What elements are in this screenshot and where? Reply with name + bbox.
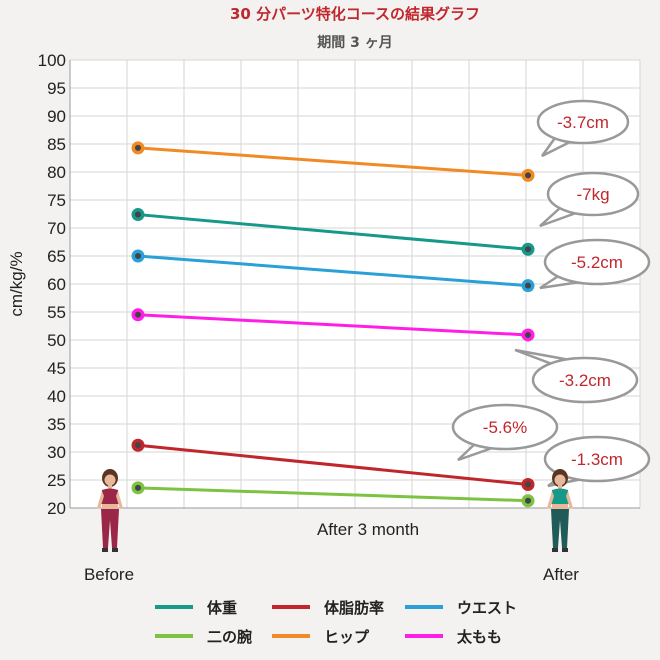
series-line <box>137 486 529 503</box>
series-line <box>137 213 529 251</box>
callout-ellipse <box>546 171 640 217</box>
y-tick-label: 40 <box>47 387 66 406</box>
y-tick-label: 35 <box>47 415 66 434</box>
callout-label: -7kg <box>576 185 609 204</box>
callout-ellipse <box>531 356 639 404</box>
data-point-center <box>525 282 531 289</box>
legend-item: 太もも <box>405 628 502 646</box>
neck <box>108 485 112 489</box>
shoe-left <box>102 548 108 552</box>
legend-item: 体重 <box>155 599 237 617</box>
woman-before-icon <box>97 469 123 552</box>
waist <box>102 504 118 509</box>
y-tick-label: 20 <box>47 499 66 518</box>
data-point-center <box>525 331 531 338</box>
y-tick-label: 55 <box>47 303 66 322</box>
shoe-left <box>552 548 558 552</box>
data-point-center <box>135 253 141 259</box>
y-tick-label: 90 <box>47 107 66 126</box>
callout-ellipse <box>536 99 630 145</box>
data-point-center <box>525 172 531 179</box>
y-tick-label: 100 <box>38 51 66 70</box>
callout-label: -1.3cm <box>571 450 623 469</box>
data-point-center <box>135 442 141 449</box>
legend-label: 体脂肪率 <box>324 599 384 617</box>
legend-item: 二の腕 <box>155 628 252 646</box>
y-tick-label: 65 <box>47 247 66 266</box>
shoe-right <box>562 548 568 552</box>
callout-bubble: -1.3cm <box>543 435 651 488</box>
legend-item: ウエスト <box>405 599 517 617</box>
legend-label: ウエスト <box>457 599 517 617</box>
callout-ellipse <box>543 435 651 483</box>
y-axis-ticks: 20 25 30 35 40 45 50 55 60 65 70 75 80 85 90 95 100 <box>38 51 66 518</box>
shoe-right <box>112 548 118 552</box>
data-point-center <box>135 144 141 151</box>
callout-bubble: -3.7cm <box>536 99 630 158</box>
y-tick-label: 95 <box>47 79 66 98</box>
y-axis-label: cm/kg/% <box>7 251 26 316</box>
callout-label: -3.7cm <box>557 113 609 132</box>
data-point-center <box>525 246 531 253</box>
data-point-center <box>135 211 141 218</box>
y-tick-label: 30 <box>47 443 66 462</box>
top <box>101 488 119 504</box>
data-point-center <box>135 484 141 491</box>
leggings <box>101 509 119 548</box>
chart-subtitle: 期間 3 ヶ月 <box>317 35 393 51</box>
chart-title: 30 分パーツ特化コースの結果グラフ <box>230 5 480 23</box>
y-tick-label: 60 <box>47 275 66 294</box>
y-tick-label: 75 <box>47 191 66 210</box>
data-point-center <box>135 311 141 318</box>
legend-item: 体脂肪率 <box>272 599 384 617</box>
woman-after-icon <box>547 469 573 552</box>
neck <box>558 485 562 489</box>
arm-left <box>547 491 554 509</box>
y-tick-label: 25 <box>47 471 66 490</box>
series-line <box>137 254 529 288</box>
callout-ellipse <box>543 238 651 286</box>
face <box>554 474 566 486</box>
arm-right <box>116 491 123 509</box>
series-line <box>137 443 529 486</box>
change-callouts: -7kg -5.6% -5.2cm -1.3cm -3.7cm -3.2cm <box>451 99 651 488</box>
legend-label: ヒップ <box>324 628 370 646</box>
data-point-center <box>525 481 531 488</box>
y-tick-label: 50 <box>47 331 66 350</box>
x-tick-after: After <box>543 565 579 584</box>
callout-bubble: -7kg <box>539 171 640 228</box>
y-tick-label: 85 <box>47 135 66 154</box>
legend-item: ヒップ <box>272 628 370 646</box>
top <box>551 488 569 504</box>
y-tick-label: 80 <box>47 163 66 182</box>
data-point-center <box>525 497 531 504</box>
legend-label: 二の腕 <box>207 628 252 646</box>
leggings <box>551 509 569 548</box>
arm-left <box>97 491 104 509</box>
x-axis-label: After 3 month <box>317 520 419 539</box>
series-line <box>137 313 529 337</box>
callout-bubble: -5.2cm <box>539 238 651 290</box>
legend-label: 体重 <box>207 599 237 617</box>
series-lines <box>131 141 535 508</box>
callout-bubble: -3.2cm <box>514 348 639 404</box>
callout-label: -5.2cm <box>571 253 623 272</box>
callout-label: -5.6% <box>483 418 527 437</box>
callout-label: -3.2cm <box>559 371 611 390</box>
waist <box>552 504 568 509</box>
legend-label: 太もも <box>457 628 502 646</box>
x-tick-before: Before <box>84 565 134 584</box>
face <box>104 474 116 486</box>
callout-ellipse <box>451 403 559 451</box>
arm-right <box>566 491 573 509</box>
y-tick-label: 70 <box>47 219 66 238</box>
figures <box>97 469 573 552</box>
callout-bubble: -5.6% <box>451 403 559 462</box>
y-tick-label: 45 <box>47 359 66 378</box>
series-line <box>137 146 529 177</box>
